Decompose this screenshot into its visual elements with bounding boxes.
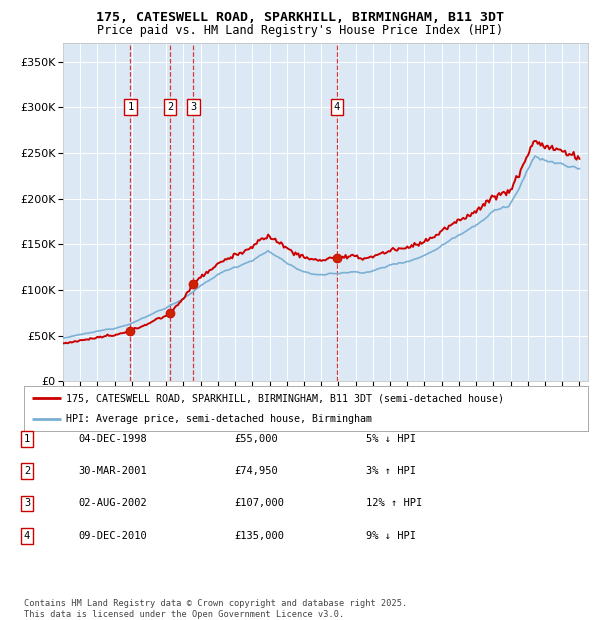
Text: 12% ↑ HPI: 12% ↑ HPI (366, 498, 422, 508)
Text: 3: 3 (190, 102, 197, 112)
Text: 175, CATESWELL ROAD, SPARKHILL, BIRMINGHAM, B11 3DT: 175, CATESWELL ROAD, SPARKHILL, BIRMINGH… (96, 11, 504, 24)
Text: £135,000: £135,000 (234, 531, 284, 541)
Text: £55,000: £55,000 (234, 434, 278, 444)
Text: 4: 4 (334, 102, 340, 112)
Text: 5% ↓ HPI: 5% ↓ HPI (366, 434, 416, 444)
Text: 04-DEC-1998: 04-DEC-1998 (78, 434, 147, 444)
Text: 1: 1 (127, 102, 134, 112)
Text: 30-MAR-2001: 30-MAR-2001 (78, 466, 147, 476)
Text: 1: 1 (24, 434, 30, 444)
Text: 2: 2 (167, 102, 173, 112)
Text: 09-DEC-2010: 09-DEC-2010 (78, 531, 147, 541)
Text: £107,000: £107,000 (234, 498, 284, 508)
Text: HPI: Average price, semi-detached house, Birmingham: HPI: Average price, semi-detached house,… (66, 414, 372, 424)
Text: £74,950: £74,950 (234, 466, 278, 476)
Text: Price paid vs. HM Land Registry's House Price Index (HPI): Price paid vs. HM Land Registry's House … (97, 24, 503, 37)
Text: 3% ↑ HPI: 3% ↑ HPI (366, 466, 416, 476)
Text: 175, CATESWELL ROAD, SPARKHILL, BIRMINGHAM, B11 3DT (semi-detached house): 175, CATESWELL ROAD, SPARKHILL, BIRMINGH… (66, 393, 504, 404)
Text: 4: 4 (24, 531, 30, 541)
Text: 3: 3 (24, 498, 30, 508)
Text: 9% ↓ HPI: 9% ↓ HPI (366, 531, 416, 541)
Text: 02-AUG-2002: 02-AUG-2002 (78, 498, 147, 508)
Text: Contains HM Land Registry data © Crown copyright and database right 2025.
This d: Contains HM Land Registry data © Crown c… (24, 600, 407, 619)
Text: 2: 2 (24, 466, 30, 476)
